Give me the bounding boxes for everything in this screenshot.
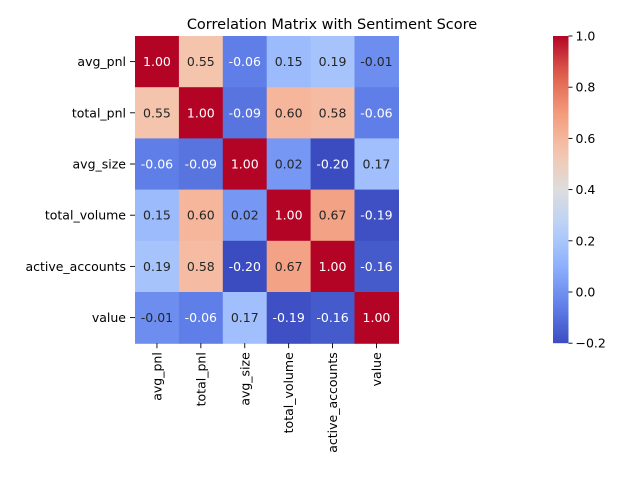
heatmap-cell (222, 87, 268, 139)
cell-value-label: -0.16 (316, 310, 348, 325)
heatmap-cell (178, 87, 224, 139)
cell-value-label: 0.58 (187, 259, 215, 274)
cell-value-label: -0.20 (229, 259, 261, 274)
heatmap-cell (135, 138, 180, 191)
heatmap-cell (354, 36, 399, 88)
cell-value-label: 0.02 (231, 208, 259, 223)
heatmap-cell (178, 36, 224, 88)
heatmap-cell (310, 87, 356, 139)
heatmap-cell (354, 87, 399, 139)
x-tick-label: total_pnl (193, 352, 208, 406)
cell-value-label: -0.01 (141, 310, 173, 325)
heatmap-cell (310, 189, 356, 242)
x-tick-label: avg_size (237, 352, 252, 406)
heatmap-cell (354, 189, 399, 242)
heatmap-cell (310, 292, 356, 344)
heatmap-cell (266, 240, 312, 293)
y-tick-label: avg_pnl (77, 54, 126, 69)
heatmap-cell (310, 36, 356, 88)
colorbar-tick-label: 0.6 (576, 131, 596, 146)
colorbar-tick-label: 1.0 (576, 29, 596, 44)
heatmap-cell (266, 189, 312, 242)
heatmap-cell (178, 292, 224, 344)
cell-value-label: -0.09 (229, 105, 261, 120)
heatmap-cell (178, 189, 224, 242)
colorbar-tick-label: 0.4 (576, 182, 596, 197)
heatmap-cells (135, 36, 399, 344)
cell-value-label: 0.55 (187, 54, 215, 69)
cell-value-label: -0.09 (185, 157, 217, 172)
cell-value-label: -0.16 (360, 259, 392, 274)
heatmap-cell (222, 240, 268, 293)
cell-value-label: -0.06 (360, 105, 392, 120)
colorbar: −0.2 0.0 0.2 0.4 0.6 0.8 1.0 (553, 29, 606, 351)
cell-value-label: 0.15 (143, 208, 171, 223)
cell-value-label: 0.67 (319, 208, 347, 223)
heatmap-cell (222, 138, 268, 191)
cell-annotations: 1.00 0.55 -0.06 0.15 0.19 -0.01 0.55 1.00 -0.09 0… (141, 54, 393, 325)
x-tick-label: avg_pnl (149, 352, 164, 401)
heatmap-cell (135, 240, 180, 293)
heatmap-cell (222, 36, 268, 88)
x-tick-label: total_volume (281, 352, 296, 433)
heatmap-cell (266, 292, 312, 344)
y-tick-label: active_accounts (25, 259, 126, 274)
cell-value-label: 0.67 (275, 259, 303, 274)
cell-value-label: -0.06 (141, 157, 173, 172)
cell-value-label: 0.17 (363, 157, 391, 172)
heatmap-cell (135, 87, 180, 139)
cell-value-label: -0.20 (316, 157, 348, 172)
heatmap-cell (178, 240, 224, 293)
heatmap-cell (310, 138, 356, 191)
cell-value-label: -0.19 (360, 208, 392, 223)
heatmap-cell (354, 138, 399, 191)
cell-value-label: 1.00 (143, 54, 171, 69)
heatmap-cell (135, 36, 180, 88)
cell-value-label: -0.01 (360, 54, 392, 69)
cell-value-label: 0.19 (319, 54, 347, 69)
cell-value-label: 0.19 (143, 259, 171, 274)
colorbar-tick-label: 0.2 (576, 233, 596, 248)
cell-value-label: 0.15 (275, 54, 303, 69)
cell-value-label: -0.06 (185, 310, 217, 325)
cell-value-label: 0.60 (187, 208, 215, 223)
cell-value-label: 0.17 (231, 310, 259, 325)
x-axis: avg_pnl total_pnl avg_size total_volume acti… (149, 343, 384, 453)
y-tick-label: total_volume (45, 208, 126, 223)
chart-title: Correlation Matrix with Sentiment Score (187, 17, 477, 33)
cell-value-label: 0.60 (275, 105, 303, 120)
heatmap-cell (222, 292, 268, 344)
cell-value-label: 1.00 (363, 310, 391, 325)
heatmap-cell (135, 189, 180, 242)
cell-value-label: -0.19 (272, 310, 304, 325)
y-tick-label: avg_size (73, 157, 127, 172)
cell-value-label: 1.00 (319, 259, 347, 274)
y-tick-label: total_pnl (72, 105, 126, 120)
cell-value-label: 1.00 (275, 208, 303, 223)
y-axis: avg_pnl total_pnl avg_size total_volumeacti… (25, 54, 135, 325)
x-tick-label: active_accounts (325, 352, 340, 453)
heatmap-cell (310, 240, 356, 293)
cell-value-label: 1.00 (231, 157, 259, 172)
colorbar-tick-label: 0.8 (576, 80, 596, 95)
heatmap-cell (354, 292, 399, 344)
heatmap-cell (178, 138, 224, 191)
cell-value-label: 0.02 (275, 157, 303, 172)
x-tick-label: value (369, 352, 384, 386)
cell-value-label: 1.00 (187, 105, 215, 120)
heatmap-cell (135, 292, 180, 344)
cell-value-label: 0.58 (319, 105, 347, 120)
colorbar-tick-label: 0.0 (576, 285, 596, 300)
cell-value-label: 0.55 (143, 105, 171, 120)
heatmap-cell (266, 87, 312, 139)
heatmap-cell (354, 240, 399, 293)
cell-value-label: -0.06 (229, 54, 261, 69)
heatmap-cell (266, 138, 312, 191)
heatmap-cell (222, 189, 268, 242)
colorbar-tick-label: −0.2 (576, 336, 606, 351)
colorbar-gradient (553, 36, 569, 344)
heatmap-cell (266, 36, 312, 88)
y-tick-label: value (92, 310, 126, 325)
